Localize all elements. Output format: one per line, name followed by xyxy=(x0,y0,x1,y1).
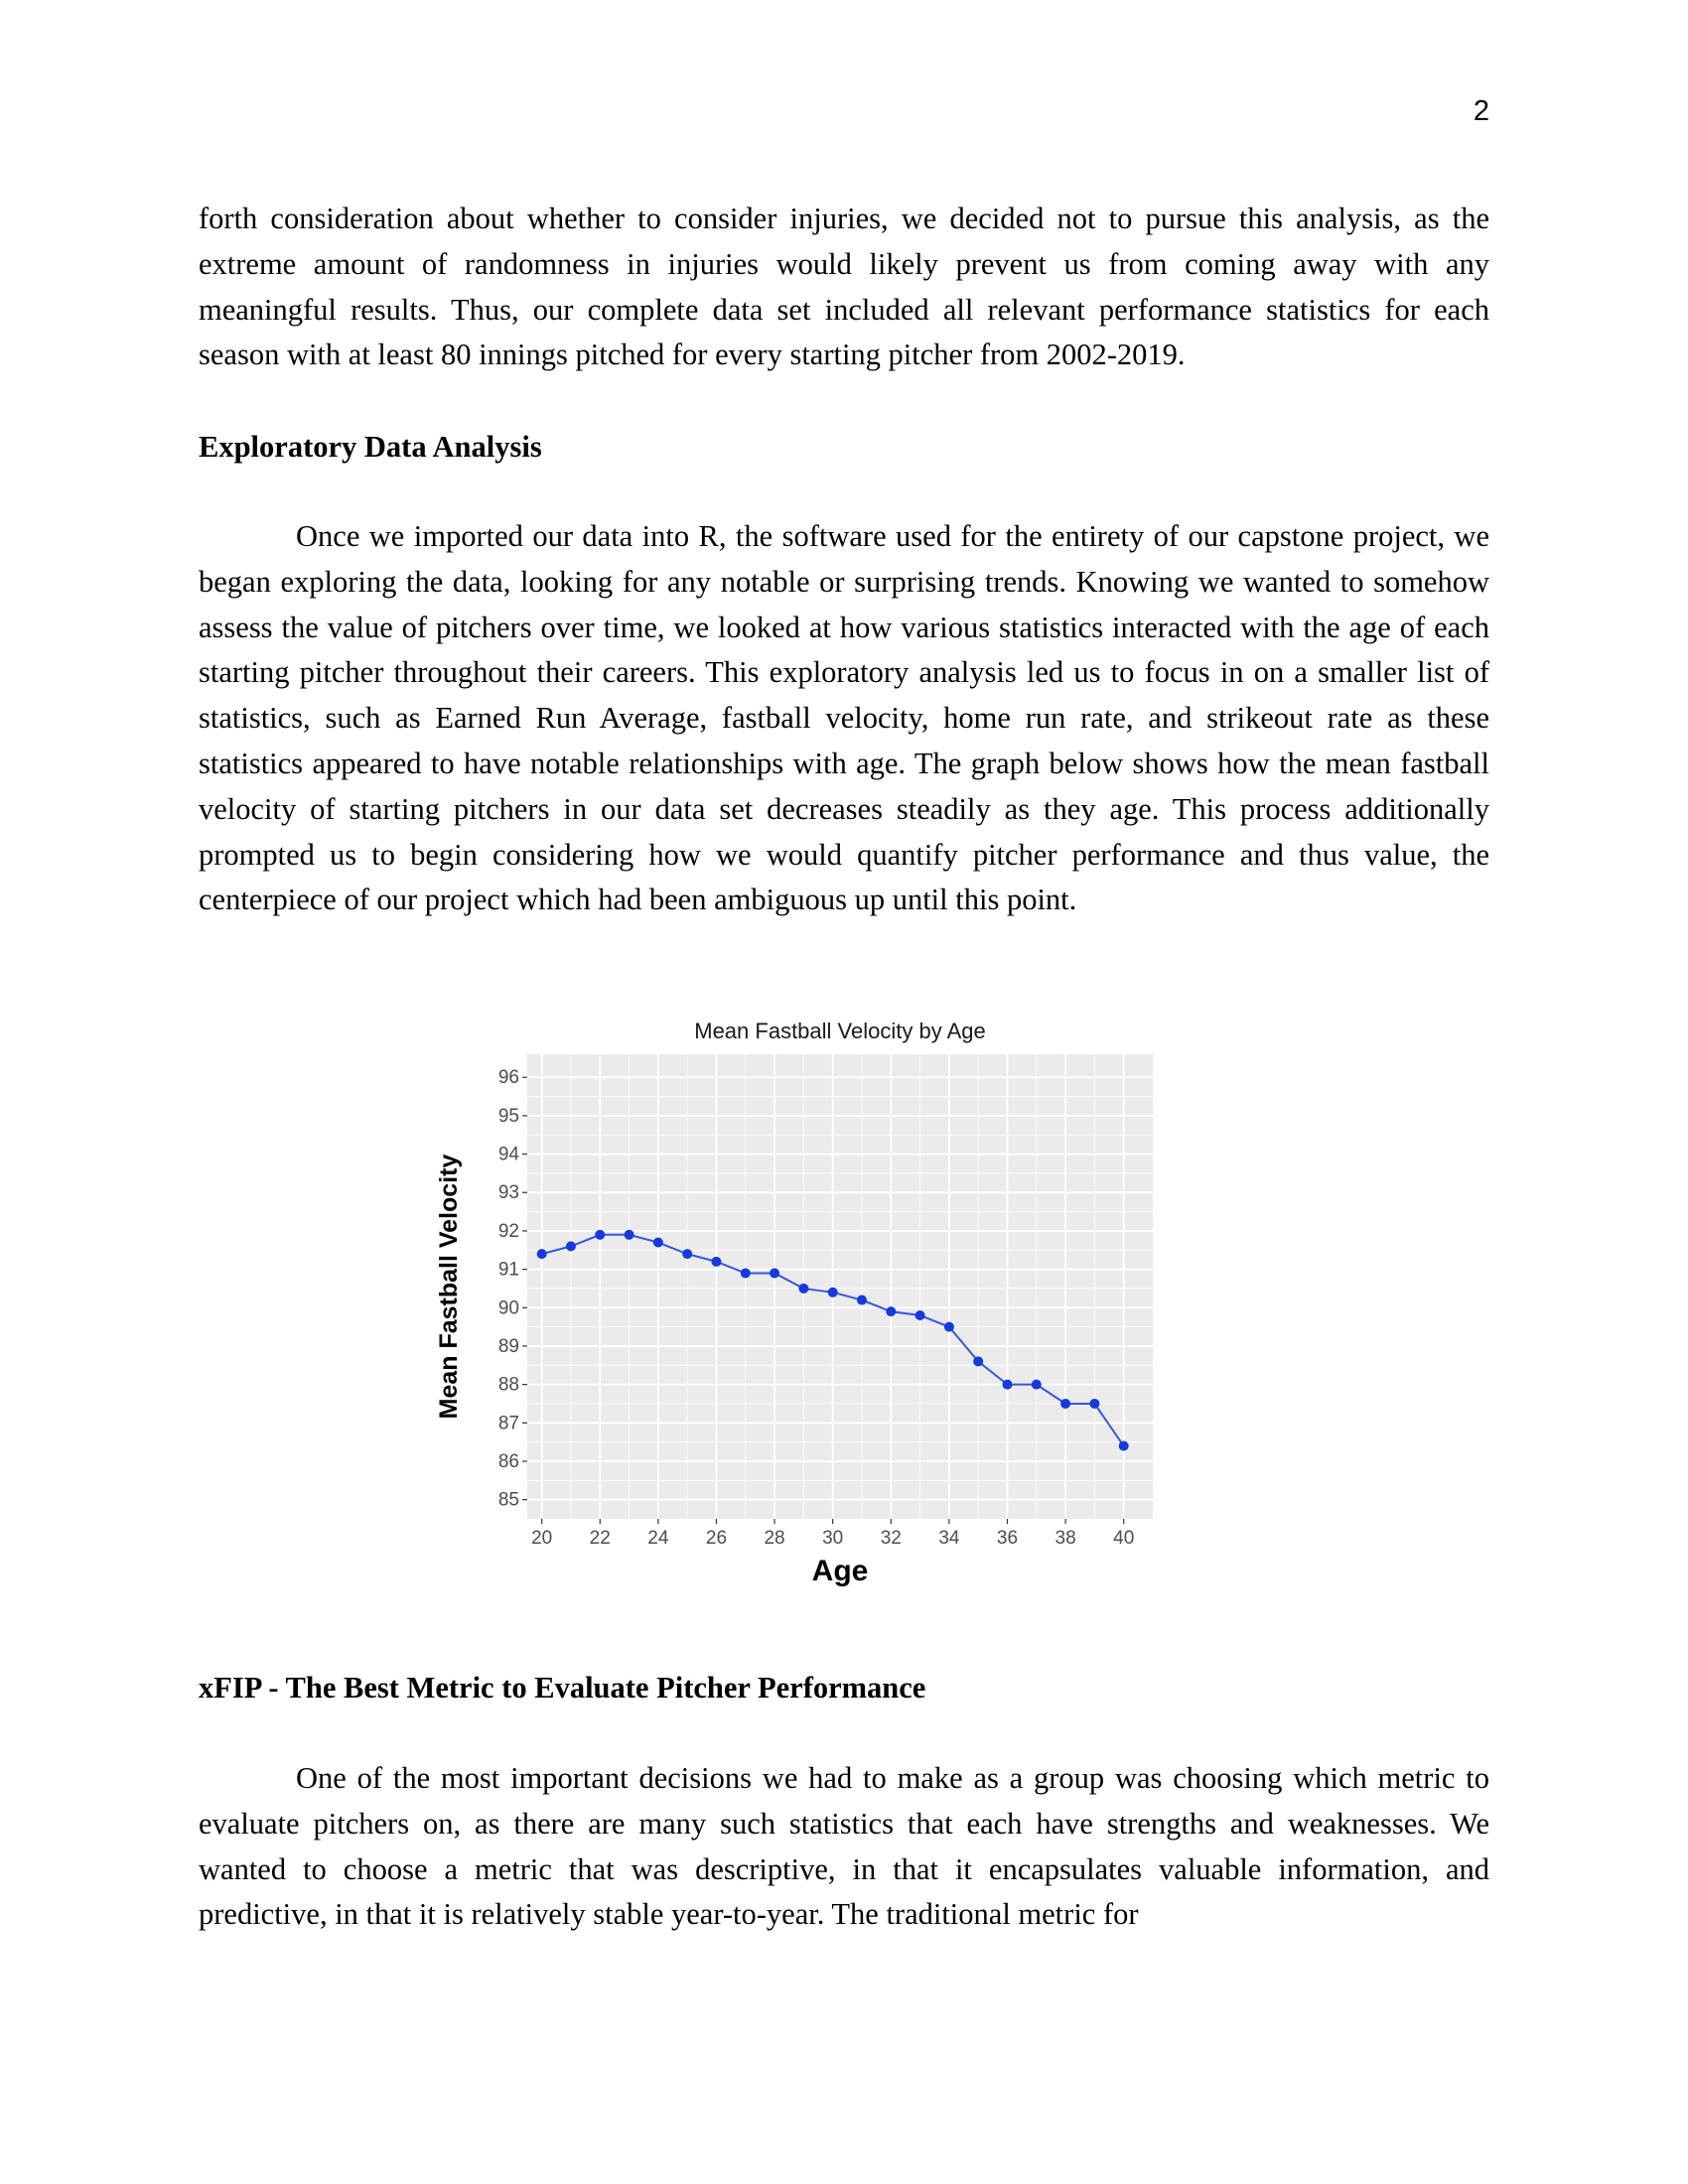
y-tick-label: 95 xyxy=(498,1106,519,1127)
x-tick-label: 40 xyxy=(1113,1528,1134,1549)
data-point xyxy=(798,1283,809,1294)
chart-title: Mean Fastball Velocity by Age xyxy=(694,1019,986,1043)
x-tick-label: 28 xyxy=(764,1528,784,1549)
y-tick-label: 85 xyxy=(498,1490,519,1511)
y-tick-label: 94 xyxy=(498,1145,520,1165)
data-point xyxy=(565,1241,576,1252)
data-point xyxy=(536,1249,547,1260)
y-tick-label: 86 xyxy=(498,1451,519,1472)
data-point xyxy=(1118,1440,1129,1451)
data-point xyxy=(1002,1379,1013,1390)
data-point xyxy=(856,1295,867,1305)
body-paragraph-3: One of the most important decisions we h… xyxy=(199,1756,1489,1938)
data-point xyxy=(652,1237,663,1248)
plot-panel xyxy=(527,1054,1153,1519)
section-heading-eda: Exploratory Data Analysis xyxy=(199,427,1489,467)
data-point xyxy=(740,1268,751,1279)
data-point xyxy=(827,1287,838,1297)
heading-text: Exploratory Data Analysis xyxy=(199,430,542,464)
data-point xyxy=(770,1268,780,1279)
data-point xyxy=(886,1306,897,1317)
data-point xyxy=(973,1356,984,1367)
x-tick-label: 22 xyxy=(590,1528,611,1549)
data-point xyxy=(682,1249,693,1260)
y-tick-label: 89 xyxy=(498,1336,519,1357)
y-tick-label: 87 xyxy=(498,1413,519,1433)
chart-svg: Mean Fastball Velocity by Age 20 22 24 26 28 3… xyxy=(435,1019,1153,1587)
y-axis-title: Mean Fastball Velocity xyxy=(435,1155,463,1420)
x-axis-title: Age xyxy=(812,1555,869,1587)
y-tick-label: 90 xyxy=(498,1297,519,1318)
y-tick-label: 92 xyxy=(498,1221,519,1242)
paragraph-text: forth consideration about whether to con… xyxy=(199,202,1489,372)
data-point xyxy=(1031,1379,1042,1390)
data-point xyxy=(1089,1398,1100,1409)
x-tick-label: 34 xyxy=(938,1528,960,1549)
x-tick-label: 26 xyxy=(706,1528,727,1549)
y-tick-label: 88 xyxy=(498,1375,519,1396)
page-number: 2 xyxy=(1473,95,1489,127)
x-tick-label: 24 xyxy=(647,1528,669,1549)
body-paragraph-1: forth consideration about whether to con… xyxy=(199,197,1489,378)
data-point xyxy=(595,1229,606,1240)
data-point xyxy=(914,1310,925,1321)
x-tick-label: 30 xyxy=(822,1528,843,1549)
velocity-chart: Mean Fastball Velocity by Age 20 22 24 26 28 3… xyxy=(417,1013,1251,1608)
x-tick-label: 36 xyxy=(997,1528,1018,1549)
x-tick-label: 20 xyxy=(531,1528,552,1549)
paragraph-text: Once we imported our data into R, the so… xyxy=(199,519,1489,917)
data-point xyxy=(1060,1398,1071,1409)
y-tick-label: 93 xyxy=(498,1182,519,1203)
body-paragraph-2: Once we imported our data into R, the so… xyxy=(199,514,1489,923)
heading-text: xFIP - The Best Metric to Evaluate Pitch… xyxy=(199,1671,926,1705)
data-point xyxy=(711,1256,722,1267)
y-tick-label: 91 xyxy=(498,1260,519,1281)
section-heading-xfip: xFIP - The Best Metric to Evaluate Pitch… xyxy=(199,1668,1489,1707)
data-point xyxy=(624,1229,634,1240)
data-point xyxy=(943,1321,954,1332)
y-tick-label: 96 xyxy=(498,1067,519,1088)
x-tick-label: 32 xyxy=(881,1528,902,1549)
x-tick-label: 38 xyxy=(1055,1528,1076,1549)
paragraph-text: One of the most important decisions we h… xyxy=(199,1761,1489,1932)
